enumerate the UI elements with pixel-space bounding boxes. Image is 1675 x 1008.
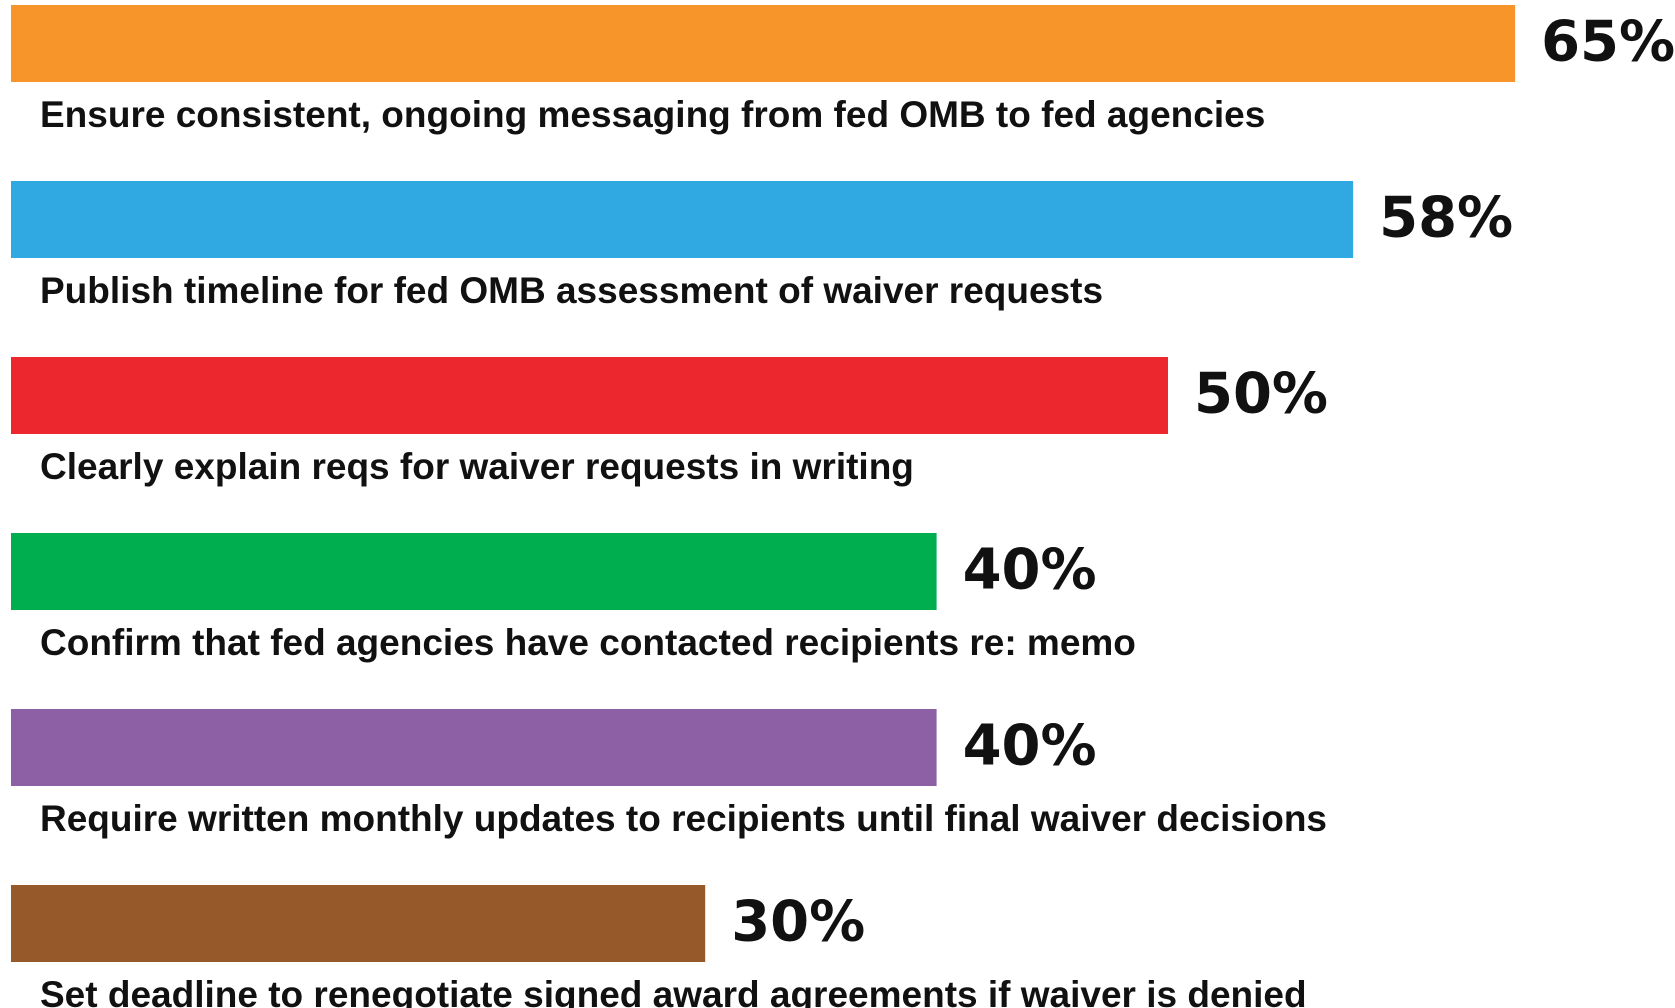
category-label: Publish timeline for fed OMB assessment … <box>40 270 1103 311</box>
category-label: Require written monthly updates to recip… <box>40 798 1327 839</box>
bar <box>11 181 1354 258</box>
value-label: 30% <box>731 890 865 955</box>
category-label: Set deadline to renegotiate signed award… <box>40 974 1307 1008</box>
value-label: 50% <box>1194 362 1328 427</box>
bar <box>11 709 937 786</box>
bar <box>11 885 706 962</box>
bar <box>11 5 1516 82</box>
bar <box>11 357 1168 434</box>
category-label: Confirm that fed agencies have contacted… <box>40 622 1136 663</box>
category-label: Clearly explain reqs for waiver requests… <box>40 446 914 487</box>
bar <box>11 533 937 610</box>
value-label: 40% <box>963 538 1097 603</box>
value-label: 40% <box>963 714 1097 779</box>
category-label: Ensure consistent, ongoing messaging fro… <box>40 94 1265 135</box>
value-label: 58% <box>1379 186 1513 251</box>
value-label: 65% <box>1541 10 1675 75</box>
